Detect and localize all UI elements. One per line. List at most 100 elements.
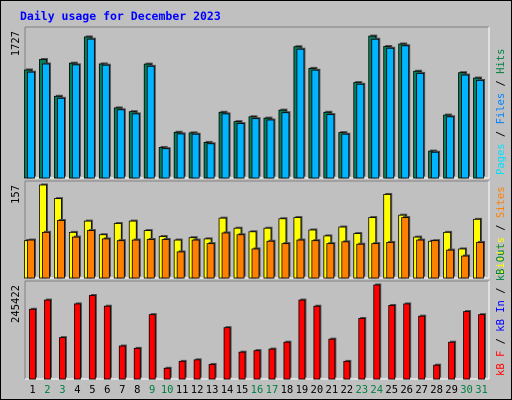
bar-files-day-15 (236, 123, 245, 179)
bar-sites-day-11 (176, 251, 185, 279)
x-axis: 1 2 3 4 5 6 7 8 9 10 11 12 13 14 15 16 17 18 19 20 21 22 23 24 2… (29, 384, 488, 396)
bar-files-day-13 (206, 143, 215, 179)
bar-kb-f-day-3 (59, 337, 66, 380)
bar-kb-f-day-25 (388, 305, 396, 380)
bar-kb-f-day-21 (328, 338, 336, 380)
bar-files-day-10 (161, 148, 170, 179)
x-tick-label-day-4: 4 (74, 384, 80, 396)
bar-files-day-1 (27, 71, 35, 179)
bar-files-day-23 (356, 83, 365, 179)
legend-entry-files: Files (495, 93, 507, 125)
bar-sites-day-7 (116, 240, 125, 279)
bar-kb-f-day-30 (463, 311, 470, 380)
bar-kb-f-day-31 (478, 314, 485, 380)
legend-pages-files-hits: Pages / Files / Hits (495, 49, 507, 175)
bar-sites-day-29 (446, 249, 454, 279)
bar-files-day-2 (42, 63, 50, 179)
x-tick-label-day-30: 30 (460, 384, 473, 396)
x-tick-label-day-1: 1 (29, 384, 35, 396)
bar-kb-f-day-29 (448, 341, 455, 380)
x-tick-label-day-23: 23 (355, 384, 368, 396)
x-tick-label-day-11: 11 (176, 384, 189, 396)
bar-kb-f-day-24 (373, 284, 381, 380)
bar-kb-f-day-6 (103, 305, 111, 380)
x-tick-label-day-5: 5 (89, 384, 95, 396)
bar-kb-f-day-19 (298, 299, 306, 380)
x-tick-label-day-10: 10 (161, 384, 174, 396)
panel-visits-sites: 157 Visits / Sites (10, 180, 507, 279)
bar-kb-f-day-9 (148, 314, 156, 380)
bar-kb-f-day-13 (208, 364, 216, 380)
bar-files-day-3 (57, 97, 65, 179)
bar-files-day-31 (476, 80, 484, 179)
legend-visits-sites: Visits / Sites (495, 186, 507, 275)
bar-kb-f-day-10 (163, 367, 171, 380)
x-tick-label-day-9: 9 (149, 384, 155, 396)
x-tick-label-day-28: 28 (430, 384, 443, 396)
bar-sites-day-26 (401, 217, 410, 279)
bar-sites-day-17 (266, 240, 275, 279)
bar-sites-day-10 (161, 239, 170, 279)
bar-sites-day-8 (131, 239, 140, 279)
bar-kb-f-day-5 (88, 295, 96, 380)
bar-sites-day-21 (326, 243, 335, 279)
bar-files-day-28 (431, 151, 440, 179)
bar-kb-f-day-16 (253, 350, 261, 380)
bar-files-day-4 (71, 64, 80, 179)
x-tick-label-day-25: 25 (385, 384, 398, 396)
legend-entry-pages: Pages (495, 143, 507, 175)
legend-entry-kb-out: kB Out (495, 243, 507, 281)
bar-files-day-18 (281, 112, 290, 179)
x-tick-label-day-13: 13 (206, 384, 219, 396)
bar-files-day-19 (296, 48, 305, 179)
bar-files-day-9 (146, 65, 155, 179)
bar-kb-f-day-27 (418, 315, 426, 380)
x-tick-label-day-14: 14 (221, 384, 234, 396)
bar-sites-day-15 (236, 234, 245, 279)
legend-entry-visits: Visits (495, 237, 507, 275)
bar-kb-f-day-20 (313, 305, 321, 380)
x-tick-label-day-21: 21 (326, 384, 339, 396)
bar-kb-f-day-2 (44, 299, 51, 380)
bar-kb-f-day-22 (343, 360, 351, 380)
x-tick-label-day-18: 18 (281, 384, 294, 396)
bar-sites-day-4 (71, 236, 80, 279)
bar-files-day-20 (311, 69, 320, 179)
bar-sites-day-5 (86, 230, 95, 279)
x-tick-label-day-16: 16 (251, 384, 264, 396)
bar-sites-day-13 (206, 243, 215, 279)
bar-sites-day-1 (27, 239, 35, 279)
bar-kb-f-day-12 (193, 359, 201, 380)
bar-files-day-17 (266, 119, 275, 179)
x-tick-label-day-20: 20 (311, 384, 324, 396)
bar-sites-day-30 (461, 255, 469, 279)
legend-entry-kb-in: kB In (495, 300, 507, 332)
x-tick-label-day-27: 27 (415, 384, 428, 396)
x-tick-label-day-24: 24 (370, 384, 383, 396)
bar-sites-day-22 (341, 241, 350, 279)
bar-kb-f-day-14 (223, 327, 231, 380)
bar-kb-f-day-1 (29, 308, 36, 380)
y-scale-label: 157 (10, 185, 22, 204)
y-scale-label: 1727 (10, 31, 22, 56)
x-tick-label-day-29: 29 (445, 384, 458, 396)
x-tick-label-day-26: 26 (400, 384, 413, 396)
bar-sites-day-19 (296, 239, 305, 279)
bar-files-day-11 (176, 133, 185, 179)
bar-files-day-25 (386, 47, 395, 179)
bar-files-day-7 (116, 109, 125, 179)
x-tick-label-day-7: 7 (119, 384, 125, 396)
bar-kb-f-day-18 (283, 341, 291, 380)
bar-sites-day-12 (191, 239, 200, 279)
legend-separator: / (495, 332, 507, 351)
bar-files-day-21 (326, 114, 335, 179)
bar-files-day-26 (401, 45, 410, 179)
x-tick-label-day-12: 12 (191, 384, 204, 396)
bar-sites-day-28 (431, 240, 440, 279)
bar-files-day-16 (251, 118, 260, 179)
x-tick-label-day-22: 22 (340, 384, 353, 396)
legend-separator: / (495, 124, 507, 143)
bar-kb-f-day-4 (73, 303, 81, 380)
